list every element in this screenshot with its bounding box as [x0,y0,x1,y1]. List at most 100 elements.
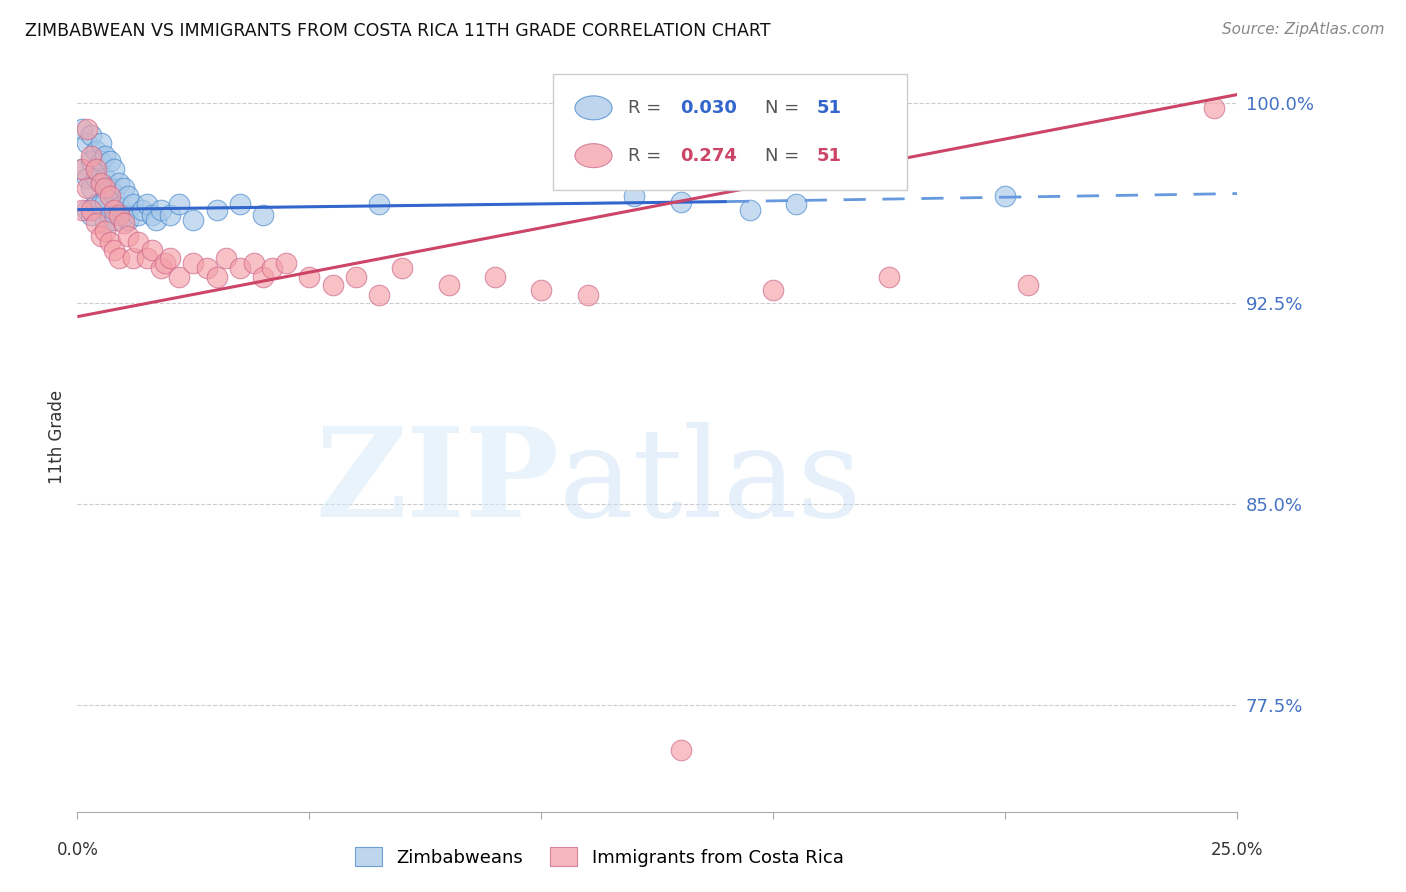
Point [76,122,98,136]
Text: 0.274: 0.274 [681,146,737,165]
Point [169,269,191,284]
Point [94,216,117,230]
Text: 25.0%: 25.0% [1211,840,1264,858]
Point [90,176,111,190]
Point [183,213,205,227]
Point [90,176,111,190]
Point [391,261,413,276]
Point [70,122,93,136]
Point [740,202,762,217]
Point [103,213,125,227]
Point [90,136,111,150]
Point [84,144,107,158]
Point [108,251,131,265]
Point [80,208,103,222]
Legend: Zimbabweans, Immigrants from Costa Rica: Zimbabweans, Immigrants from Costa Rica [347,840,851,874]
Circle shape [575,144,612,168]
Point [98,189,121,203]
Text: atlas: atlas [558,422,862,542]
Point [80,149,103,163]
Point [127,208,149,222]
Point [141,243,163,257]
Point [80,202,103,217]
Point [103,186,125,201]
Point [368,288,391,302]
Point [669,743,692,757]
Point [103,162,125,177]
Point [228,261,252,276]
Point [98,181,121,195]
Point [159,208,181,222]
Circle shape [575,95,612,120]
Point [112,216,135,230]
Point [298,269,321,284]
Point [76,181,98,195]
Point [108,208,131,222]
Point [108,200,131,214]
Text: 0.030: 0.030 [681,99,737,117]
Point [103,243,125,257]
Point [169,197,191,211]
Text: ZIMBABWEAN VS IMMIGRANTS FROM COSTA RICA 11TH GRADE CORRELATION CHART: ZIMBABWEAN VS IMMIGRANTS FROM COSTA RICA… [25,22,770,40]
Text: N =: N = [765,99,800,117]
Point [321,277,344,292]
Point [1202,101,1225,115]
Point [98,154,121,169]
Point [80,128,103,142]
Point [84,162,107,177]
Point [145,213,167,227]
Point [98,208,121,222]
Point [90,197,111,211]
Point [122,251,145,265]
Text: Source: ZipAtlas.com: Source: ZipAtlas.com [1222,22,1385,37]
Text: 51: 51 [817,99,841,117]
Point [149,202,172,217]
Point [1018,277,1040,292]
Text: ZIP: ZIP [315,422,558,542]
Point [215,251,238,265]
Point [112,181,135,195]
Point [84,216,107,230]
FancyBboxPatch shape [553,74,907,190]
Point [103,202,125,217]
Point [785,197,807,211]
Point [76,202,98,217]
Point [274,256,298,270]
Point [80,154,103,169]
Point [205,269,228,284]
Point [530,283,553,297]
Point [368,197,391,211]
Point [576,288,599,302]
Point [262,261,284,276]
Text: R =: R = [628,99,662,117]
Point [141,208,163,222]
Point [76,136,98,150]
Text: N =: N = [765,146,800,165]
Point [70,162,93,177]
Point [98,235,121,249]
Point [76,170,98,185]
Point [122,197,145,211]
Point [149,261,172,276]
Point [84,197,107,211]
Text: 0.0%: 0.0% [56,840,98,858]
Text: R =: R = [628,146,662,165]
Point [195,261,218,276]
Point [877,269,901,284]
Point [135,197,157,211]
Point [90,229,111,244]
Point [70,162,93,177]
Point [252,208,274,222]
Point [484,269,506,284]
Point [70,202,93,217]
Point [80,181,103,195]
Point [127,235,149,249]
Point [94,170,117,185]
Point [117,229,139,244]
Point [252,269,274,284]
Point [762,283,785,297]
Point [131,202,153,217]
Point [669,194,692,209]
Point [108,176,131,190]
Point [205,202,228,217]
